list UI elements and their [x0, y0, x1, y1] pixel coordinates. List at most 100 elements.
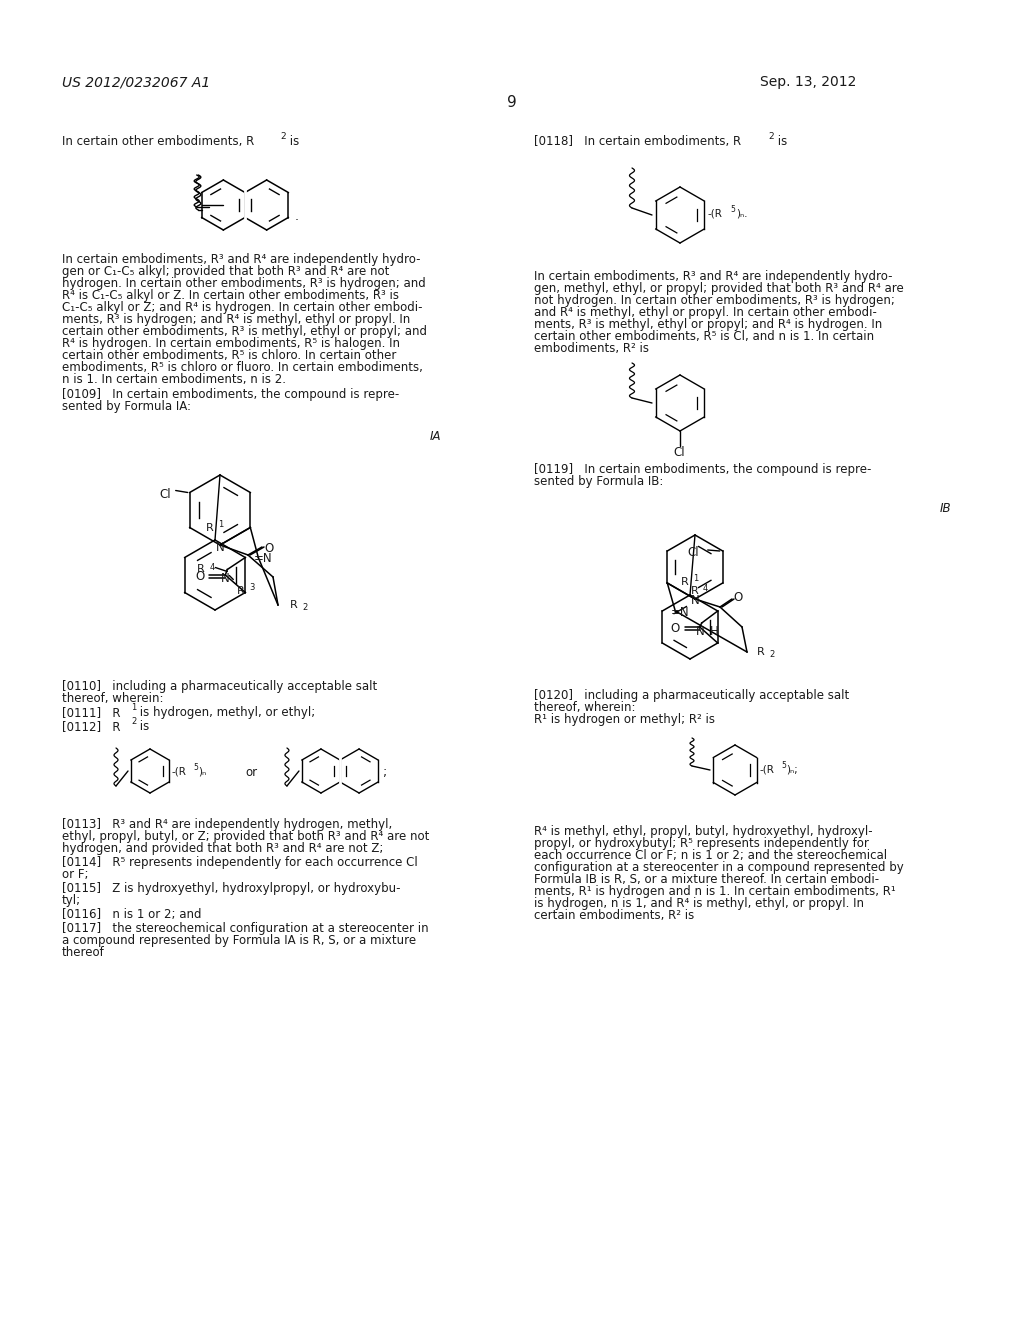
Text: not hydrogen. In certain other embodiments, R³ is hydrogen;: not hydrogen. In certain other embodimen…: [534, 294, 895, 308]
Text: gen or C₁-C₅ alkyl; provided that both R³ and R⁴ are not: gen or C₁-C₅ alkyl; provided that both R…: [62, 265, 389, 279]
Text: [0119]   In certain embodiments, the compound is repre-: [0119] In certain embodiments, the compo…: [534, 463, 871, 477]
Text: 4: 4: [209, 562, 215, 572]
Text: [0112]   R: [0112] R: [62, 719, 121, 733]
Text: 4: 4: [702, 583, 708, 593]
Text: is: is: [286, 135, 299, 148]
Text: =N: =N: [253, 553, 272, 565]
Text: =N: =N: [671, 606, 689, 619]
Text: R¹ is hydrogen or methyl; R² is: R¹ is hydrogen or methyl; R² is: [534, 713, 715, 726]
Text: R⁴ is hydrogen. In certain embodiments, R⁵ is halogen. In: R⁴ is hydrogen. In certain embodiments, …: [62, 337, 400, 350]
Text: [0116]   n is 1 or 2; and: [0116] n is 1 or 2; and: [62, 908, 202, 921]
Text: O: O: [196, 570, 205, 583]
Text: O: O: [264, 543, 273, 554]
Text: C₁-C₅ alkyl or Z; and R⁴ is hydrogen. In certain other embodi-: C₁-C₅ alkyl or Z; and R⁴ is hydrogen. In…: [62, 301, 423, 314]
Text: thereof, wherein:: thereof, wherein:: [62, 692, 164, 705]
Text: [0111]   R: [0111] R: [62, 706, 121, 719]
Text: Cl: Cl: [688, 546, 699, 558]
Text: configuration at a stereocenter in a compound represented by: configuration at a stereocenter in a com…: [534, 861, 904, 874]
Text: N: N: [221, 572, 230, 585]
Text: sented by Formula IA:: sented by Formula IA:: [62, 400, 191, 413]
Text: R⁴ is C₁-C₅ alkyl or Z. In certain other embodiments, R³ is: R⁴ is C₁-C₅ alkyl or Z. In certain other…: [62, 289, 399, 302]
Text: ments, R³ is hydrogen; and R⁴ is methyl, ethyl or propyl. In: ments, R³ is hydrogen; and R⁴ is methyl,…: [62, 313, 411, 326]
Text: 1: 1: [131, 704, 136, 711]
Text: tyl;: tyl;: [62, 894, 81, 907]
Text: certain embodiments, R² is: certain embodiments, R² is: [534, 909, 694, 921]
Text: Cl: Cl: [160, 488, 171, 502]
Text: In certain embodiments, R³ and R⁴ are independently hydro-: In certain embodiments, R³ and R⁴ are in…: [62, 253, 421, 267]
Text: 2: 2: [768, 132, 773, 141]
Text: .: .: [295, 210, 299, 223]
Text: 5: 5: [730, 205, 735, 214]
Text: is hydrogen, n is 1, and R⁴ is methyl, ethyl, or propyl. In: is hydrogen, n is 1, and R⁴ is methyl, e…: [534, 898, 864, 909]
Text: propyl, or hydroxybutyl; R⁵ represents independently for: propyl, or hydroxybutyl; R⁵ represents i…: [534, 837, 869, 850]
Text: N: N: [216, 541, 224, 554]
Text: R: R: [198, 565, 205, 574]
Text: In certain embodiments, R³ and R⁴ are independently hydro-: In certain embodiments, R³ and R⁴ are in…: [534, 271, 893, 282]
Text: O: O: [671, 622, 680, 635]
Text: thereof, wherein:: thereof, wherein:: [534, 701, 636, 714]
Text: [0109]   In certain embodiments, the compound is repre-: [0109] In certain embodiments, the compo…: [62, 388, 399, 401]
Text: [0114]   R⁵ represents independently for each occurrence Cl: [0114] R⁵ represents independently for e…: [62, 855, 418, 869]
Text: certain other embodiments, R⁵ is Cl, and n is 1. In certain: certain other embodiments, R⁵ is Cl, and…: [534, 330, 874, 343]
Text: embodiments, R² is: embodiments, R² is: [534, 342, 649, 355]
Text: Sep. 13, 2012: Sep. 13, 2012: [760, 75, 856, 88]
Text: )ₙ;: )ₙ;: [786, 766, 798, 775]
Text: IB: IB: [940, 502, 951, 515]
Text: H: H: [710, 624, 719, 638]
Text: ;: ;: [383, 766, 387, 779]
Text: [0115]   Z is hydroxyethyl, hydroxylpropyl, or hydroxybu-: [0115] Z is hydroxyethyl, hydroxylpropyl…: [62, 882, 400, 895]
Text: 2: 2: [302, 603, 307, 612]
Text: Cl: Cl: [673, 446, 685, 459]
Text: certain other embodiments, R³ is methyl, ethyl or propyl; and: certain other embodiments, R³ is methyl,…: [62, 325, 427, 338]
Text: and R⁴ is methyl, ethyl or propyl. In certain other embodi-: and R⁴ is methyl, ethyl or propyl. In ce…: [534, 306, 877, 319]
Text: US 2012/0232067 A1: US 2012/0232067 A1: [62, 75, 210, 88]
Text: O: O: [733, 591, 742, 605]
Text: gen, methyl, ethyl, or propyl; provided that both R³ and R⁴ are: gen, methyl, ethyl, or propyl; provided …: [534, 282, 904, 294]
Text: N: N: [691, 594, 699, 607]
Text: Formula IB is R, S, or a mixture thereof. In certain embodi-: Formula IB is R, S, or a mixture thereof…: [534, 873, 880, 886]
Text: [0117]   the stereochemical configuration at a stereocenter in: [0117] the stereochemical configuration …: [62, 921, 429, 935]
Text: embodiments, R⁵ is chloro or fluoro. In certain embodiments,: embodiments, R⁵ is chloro or fluoro. In …: [62, 360, 423, 374]
Text: hydrogen, and provided that both R³ and R⁴ are not Z;: hydrogen, and provided that both R³ and …: [62, 842, 383, 855]
Text: In certain other embodiments, R: In certain other embodiments, R: [62, 135, 254, 148]
Text: 2: 2: [769, 649, 774, 659]
Text: R: R: [691, 586, 698, 597]
Text: [0120]   including a pharmaceutically acceptable salt: [0120] including a pharmaceutically acce…: [534, 689, 849, 702]
Text: is: is: [774, 135, 787, 148]
Text: or: or: [245, 766, 257, 779]
Text: 1: 1: [693, 574, 698, 583]
Text: n is 1. In certain embodiments, n is 2.: n is 1. In certain embodiments, n is 2.: [62, 374, 286, 385]
Text: [0113]   R³ and R⁴ are independently hydrogen, methyl,: [0113] R³ and R⁴ are independently hydro…: [62, 818, 392, 832]
Text: ments, R¹ is hydrogen and n is 1. In certain embodiments, R¹: ments, R¹ is hydrogen and n is 1. In cer…: [534, 884, 896, 898]
Text: 1: 1: [218, 520, 223, 529]
Text: )ₙ.: )ₙ.: [736, 209, 748, 219]
Text: 2: 2: [131, 717, 136, 726]
Text: thereof: thereof: [62, 946, 104, 960]
Text: each occurrence Cl or F; n is 1 or 2; and the stereochemical: each occurrence Cl or F; n is 1 or 2; an…: [534, 849, 887, 862]
Text: R: R: [206, 523, 214, 533]
Text: N: N: [695, 624, 705, 638]
Text: [0110]   including a pharmaceutically acceptable salt: [0110] including a pharmaceutically acce…: [62, 680, 377, 693]
Text: R: R: [290, 601, 298, 610]
Text: R: R: [757, 647, 765, 657]
Text: a compound represented by Formula IA is R, S, or a mixture: a compound represented by Formula IA is …: [62, 935, 416, 946]
Text: hydrogen. In certain other embodiments, R³ is hydrogen; and: hydrogen. In certain other embodiments, …: [62, 277, 426, 290]
Text: -(R: -(R: [760, 766, 775, 775]
Text: 2: 2: [280, 132, 286, 141]
Text: R: R: [238, 586, 245, 595]
Text: -(R: -(R: [172, 766, 186, 776]
Text: 3: 3: [249, 583, 255, 593]
Text: [0118]   In certain embodiments, R: [0118] In certain embodiments, R: [534, 135, 741, 148]
Text: is: is: [136, 719, 150, 733]
Text: )ₙ: )ₙ: [198, 766, 206, 776]
Text: sented by Formula IB:: sented by Formula IB:: [534, 475, 664, 488]
Text: certain other embodiments, R⁵ is chloro. In certain other: certain other embodiments, R⁵ is chloro.…: [62, 348, 396, 362]
Text: is hydrogen, methyl, or ethyl;: is hydrogen, methyl, or ethyl;: [136, 706, 315, 719]
Text: R: R: [681, 577, 689, 587]
Text: -(R: -(R: [708, 209, 723, 219]
Text: or F;: or F;: [62, 869, 88, 880]
Text: 9: 9: [507, 95, 517, 110]
Text: IA: IA: [430, 430, 441, 444]
Text: R⁴ is methyl, ethyl, propyl, butyl, hydroxyethyl, hydroxyl-: R⁴ is methyl, ethyl, propyl, butyl, hydr…: [534, 825, 872, 838]
Text: 5: 5: [781, 762, 785, 770]
